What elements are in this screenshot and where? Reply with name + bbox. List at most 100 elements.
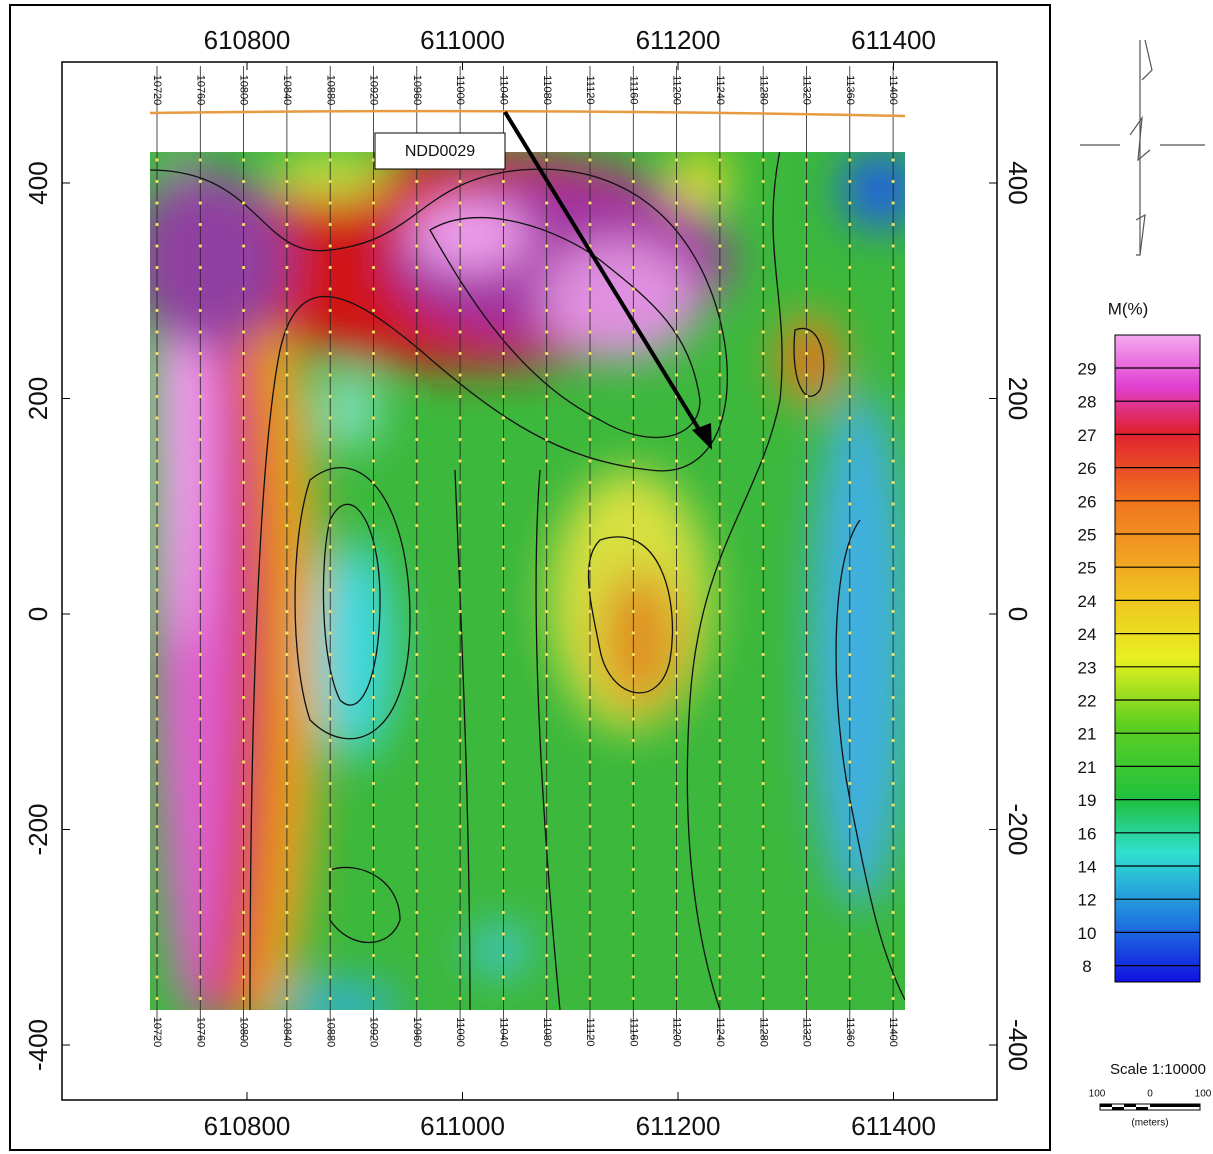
station bbox=[502, 459, 505, 462]
station bbox=[459, 180, 462, 183]
station bbox=[675, 309, 678, 312]
station bbox=[285, 266, 288, 269]
station bbox=[372, 803, 375, 806]
station bbox=[848, 846, 851, 849]
station bbox=[545, 739, 548, 742]
station bbox=[199, 481, 202, 484]
scale-tick: 0 bbox=[1147, 1089, 1153, 1100]
survey-line-label: 11000 bbox=[454, 1017, 466, 1047]
station bbox=[848, 911, 851, 914]
x-tick-label: 611200 bbox=[636, 1111, 721, 1141]
station bbox=[892, 201, 895, 204]
color-bar bbox=[1115, 335, 1200, 982]
station bbox=[329, 438, 332, 441]
station bbox=[502, 481, 505, 484]
station bbox=[892, 653, 895, 656]
station bbox=[415, 868, 418, 871]
station bbox=[545, 588, 548, 591]
station bbox=[155, 717, 158, 720]
y-tick-label: -400 bbox=[23, 1019, 53, 1071]
station bbox=[155, 975, 158, 978]
station bbox=[718, 459, 721, 462]
station bbox=[632, 739, 635, 742]
station bbox=[675, 352, 678, 355]
station bbox=[632, 588, 635, 591]
station bbox=[675, 459, 678, 462]
survey-line-label: 10760 bbox=[194, 75, 206, 106]
legend-label: 26 bbox=[1078, 459, 1097, 478]
station bbox=[892, 631, 895, 634]
station bbox=[718, 911, 721, 914]
station bbox=[502, 502, 505, 505]
station bbox=[762, 846, 765, 849]
station bbox=[762, 223, 765, 226]
station bbox=[459, 502, 462, 505]
station bbox=[718, 330, 721, 333]
station bbox=[805, 502, 808, 505]
station bbox=[285, 395, 288, 398]
station bbox=[199, 244, 202, 247]
station bbox=[459, 825, 462, 828]
station bbox=[155, 330, 158, 333]
station bbox=[632, 868, 635, 871]
station bbox=[285, 416, 288, 419]
station bbox=[372, 653, 375, 656]
station bbox=[155, 459, 158, 462]
station bbox=[892, 782, 895, 785]
north-arrow bbox=[1080, 40, 1205, 255]
station bbox=[285, 201, 288, 204]
station bbox=[545, 459, 548, 462]
station bbox=[632, 459, 635, 462]
station bbox=[848, 459, 851, 462]
station bbox=[502, 653, 505, 656]
station bbox=[718, 309, 721, 312]
station bbox=[718, 201, 721, 204]
station bbox=[718, 868, 721, 871]
station bbox=[632, 266, 635, 269]
station bbox=[285, 846, 288, 849]
station bbox=[372, 287, 375, 290]
station bbox=[892, 803, 895, 806]
station bbox=[675, 653, 678, 656]
station bbox=[459, 244, 462, 247]
station bbox=[632, 330, 635, 333]
station bbox=[892, 696, 895, 699]
station bbox=[329, 610, 332, 613]
station bbox=[199, 932, 202, 935]
station bbox=[588, 803, 591, 806]
station bbox=[285, 309, 288, 312]
station bbox=[242, 567, 245, 570]
station bbox=[459, 352, 462, 355]
station bbox=[242, 868, 245, 871]
station bbox=[155, 352, 158, 355]
station bbox=[242, 330, 245, 333]
station bbox=[155, 846, 158, 849]
station bbox=[459, 438, 462, 441]
station bbox=[459, 524, 462, 527]
station bbox=[718, 524, 721, 527]
station bbox=[588, 588, 591, 591]
station bbox=[588, 739, 591, 742]
station bbox=[675, 889, 678, 892]
station bbox=[632, 223, 635, 226]
station bbox=[372, 997, 375, 1000]
station bbox=[545, 158, 548, 161]
station bbox=[675, 911, 678, 914]
station bbox=[329, 954, 332, 957]
station bbox=[199, 696, 202, 699]
station bbox=[762, 653, 765, 656]
survey-line-label: 11080 bbox=[541, 75, 553, 105]
station bbox=[848, 524, 851, 527]
station bbox=[155, 760, 158, 763]
station bbox=[285, 803, 288, 806]
survey-line-label: 10880 bbox=[324, 75, 336, 106]
station bbox=[242, 588, 245, 591]
station bbox=[588, 180, 591, 183]
survey-line-label: 10760 bbox=[194, 1017, 206, 1048]
survey-line-label: 11240 bbox=[714, 1017, 726, 1047]
station bbox=[718, 502, 721, 505]
legend-label: 27 bbox=[1078, 426, 1097, 445]
survey-line-label: 11280 bbox=[757, 75, 769, 105]
station bbox=[155, 502, 158, 505]
station bbox=[242, 223, 245, 226]
